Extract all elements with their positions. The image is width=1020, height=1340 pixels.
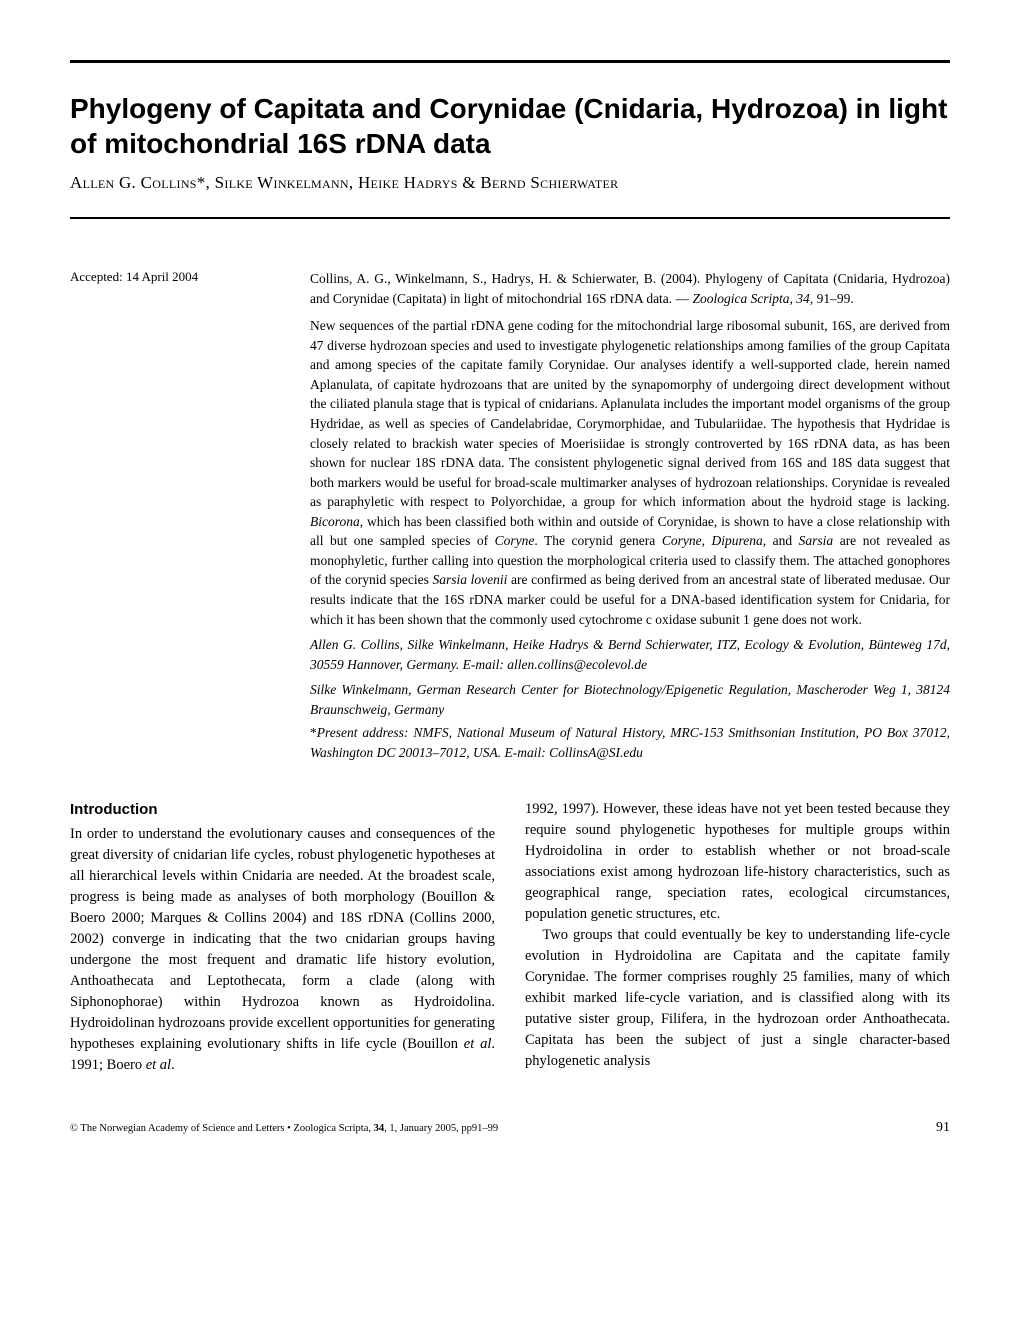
left-column: Introduction In order to understand the …: [70, 799, 495, 1077]
abstract-segment: . The corynid genera: [534, 533, 661, 548]
taxon-sarsia-lovenii: Sarsia lovenii: [432, 572, 507, 587]
journal-reference: Zoologica Scripta, 34: [692, 291, 809, 306]
footer-copyright: © The Norwegian Academy of Science and L…: [70, 1123, 374, 1134]
intro-paragraph-3: Two groups that could eventually be key …: [525, 925, 950, 1072]
authors-list: Allen G. Collins*, Silke Winkelmann, Hei…: [70, 173, 950, 193]
affiliation-1: Allen G. Collins, Silke Winkelmann, Heik…: [310, 635, 950, 674]
body-columns: Introduction In order to understand the …: [70, 799, 950, 1077]
citation-pages: , 91–99.: [810, 291, 854, 306]
page-number: 91: [936, 1120, 950, 1136]
affiliation-2: Silke Winkelmann, German Research Center…: [310, 680, 950, 719]
intro-paragraph-1: In order to understand the evolutionary …: [70, 824, 495, 1076]
article-title: Phylogeny of Capitata and Corynidae (Cni…: [70, 91, 950, 161]
footer-citation: © The Norwegian Academy of Science and L…: [70, 1123, 498, 1134]
abstract-section: Accepted: 14 April 2004 Collins, A. G., …: [70, 269, 950, 763]
section-heading-introduction: Introduction: [70, 799, 495, 821]
page-footer: © The Norwegian Academy of Science and L…: [70, 1120, 950, 1136]
et-al: et al: [146, 1057, 171, 1073]
taxon-dipurena: Coryne, Dipurena: [662, 533, 763, 548]
citation-authors: Collins, A. G., Winkelmann, S., Hadrys, …: [310, 271, 950, 306]
abstract-segment: , and: [763, 533, 799, 548]
right-column: 1992, 1997). However, these ideas have n…: [525, 799, 950, 1077]
present-address-label: Present address:: [317, 725, 414, 740]
abstract-segment: New sequences of the partial rDNA gene c…: [310, 318, 950, 509]
et-al: et al: [464, 1036, 492, 1052]
intro-text: In order to understand the evolutionary …: [70, 826, 495, 1052]
present-address: *Present address: NMFS, National Museum …: [310, 723, 950, 762]
citation-block: Collins, A. G., Winkelmann, S., Hadrys, …: [310, 269, 950, 308]
taxon-bicorona: Bicorona: [310, 514, 360, 529]
intro-text: .: [171, 1057, 175, 1073]
taxon-coryne: Coryne: [495, 533, 535, 548]
mid-horizontal-rule: [70, 217, 950, 219]
footer-issue: , 1, January 2005, pp91–99: [384, 1123, 498, 1134]
top-horizontal-rule: [70, 60, 950, 63]
intro-paragraph-2: 1992, 1997). However, these ideas have n…: [525, 799, 950, 925]
abstract-body: Collins, A. G., Winkelmann, S., Hadrys, …: [310, 269, 950, 763]
accepted-date: Accepted: 14 April 2004: [70, 269, 270, 763]
footer-volume: 34: [374, 1123, 385, 1134]
abstract-text: New sequences of the partial rDNA gene c…: [310, 316, 950, 629]
taxon-sarsia: Sarsia: [799, 533, 834, 548]
